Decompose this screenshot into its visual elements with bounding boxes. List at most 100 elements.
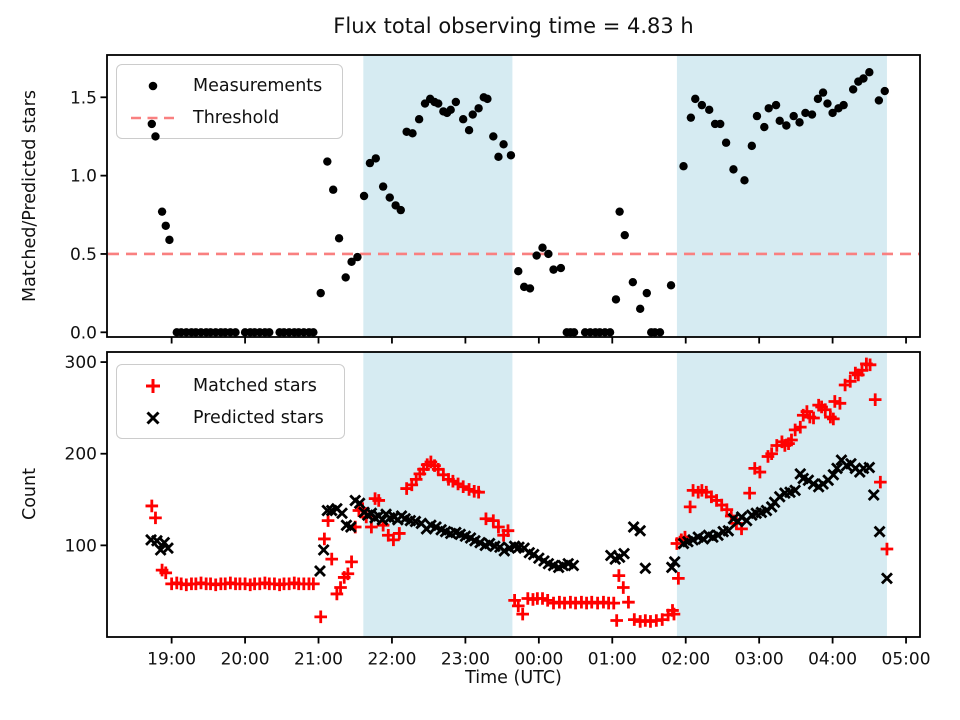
count-panel-axes: 19:00 20:00 21:00 22:00 23:00 00:00 01:00 02:00…	[65, 351, 931, 670]
data-point	[789, 484, 802, 497]
data-point	[683, 500, 697, 514]
x-tick-label: 05:00	[882, 650, 931, 670]
data-point	[161, 221, 170, 230]
data-point	[313, 565, 326, 578]
data-point	[813, 94, 823, 104]
x-tick-label: 20:00	[221, 650, 270, 670]
data-point	[831, 462, 844, 475]
data-point	[839, 100, 848, 110]
data-point	[569, 328, 579, 337]
data-point	[151, 132, 160, 141]
data-point	[321, 504, 334, 517]
data-point	[827, 412, 840, 426]
data-point	[795, 118, 804, 127]
data-point	[549, 265, 558, 274]
data-point	[679, 162, 688, 171]
data-point	[855, 364, 869, 377]
chart-title: Flux total observing time = 4.83 h	[333, 14, 694, 38]
x-tick-label: 04:00	[808, 650, 857, 670]
data-point	[541, 594, 554, 607]
data-point	[691, 94, 700, 104]
data-point	[516, 607, 529, 621]
data-point	[347, 257, 356, 266]
legend-count-panel: Matched stars Predicted stars	[116, 364, 345, 439]
data-point	[622, 595, 635, 609]
x-tick-label: 00:00	[514, 650, 563, 670]
shaded-band	[363, 352, 513, 637]
data-point	[863, 358, 877, 372]
data-point	[396, 205, 405, 215]
data-point	[667, 607, 681, 621]
x-tick-label: 01:00	[588, 650, 637, 670]
data-point	[359, 191, 369, 201]
data-point	[165, 235, 174, 245]
data-point	[729, 165, 738, 174]
data-point	[336, 507, 349, 520]
data-point	[605, 328, 615, 337]
data-point	[716, 119, 725, 129]
data-point	[321, 514, 335, 527]
data-point	[740, 176, 749, 185]
axes-frame	[106, 351, 921, 638]
data-point	[456, 480, 470, 494]
data-point	[868, 393, 882, 406]
data-point	[392, 527, 406, 540]
data-point	[642, 288, 651, 298]
data-point	[489, 132, 498, 141]
data-point	[325, 552, 339, 566]
data-point	[801, 108, 810, 118]
data-point	[567, 559, 580, 572]
data-point	[451, 97, 461, 107]
data-point	[771, 100, 781, 110]
series-matched-stars	[145, 357, 894, 628]
legend-item-predicted-stars: Predicted stars	[127, 404, 324, 431]
data-point	[317, 543, 330, 556]
data-point	[159, 566, 173, 580]
data-point	[752, 111, 762, 121]
data-point	[873, 525, 886, 538]
data-point	[874, 96, 884, 105]
data-point	[843, 375, 857, 388]
data-point	[334, 234, 344, 243]
data-point	[880, 542, 894, 556]
x-marker-icon	[127, 409, 179, 427]
data-point	[458, 115, 468, 124]
data-point	[147, 119, 156, 129]
series-predicted-stars	[145, 454, 893, 585]
data-point	[753, 465, 767, 479]
data-point	[655, 328, 665, 337]
data-point	[494, 152, 503, 162]
data-point	[385, 193, 394, 202]
data-point	[314, 610, 328, 624]
data-point	[341, 273, 350, 282]
data-point	[514, 267, 523, 276]
data-point	[353, 497, 366, 510]
data-point	[372, 494, 386, 507]
data-point	[329, 185, 338, 194]
data-point	[611, 295, 621, 304]
data-point	[616, 581, 630, 594]
data-point	[765, 447, 778, 461]
y-tick-label: 0.0	[70, 323, 97, 343]
legend-item-matched-stars: Matched stars	[127, 372, 324, 399]
data-point	[525, 284, 535, 293]
data-point	[506, 151, 516, 160]
data-point	[880, 572, 893, 585]
data-point	[334, 581, 347, 594]
shaded-band	[676, 55, 887, 337]
data-point	[697, 100, 707, 110]
data-point	[371, 154, 380, 163]
data-point	[610, 614, 623, 627]
data-point	[499, 140, 508, 149]
data-point	[721, 138, 731, 147]
data-point	[793, 420, 807, 434]
data-point	[747, 141, 757, 151]
data-point	[818, 88, 828, 97]
legend-label-matched-stars: Matched stars	[193, 375, 317, 396]
data-point	[764, 104, 773, 113]
series-measurements	[147, 68, 889, 337]
y-tick-label: 100	[65, 536, 97, 556]
data-point	[378, 182, 388, 191]
